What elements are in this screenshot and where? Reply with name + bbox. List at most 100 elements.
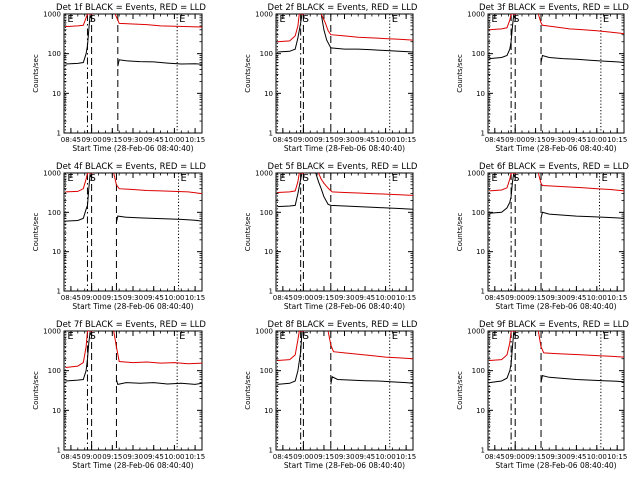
x-axis-label: Start Time (28-Feb-06 08:40:40)	[72, 302, 193, 311]
y-tick-label: 10	[52, 90, 61, 98]
y-tick-label: 100	[260, 367, 273, 375]
lld-series-line-before-gap	[489, 173, 517, 192]
x-tick-label: 08:45	[485, 136, 505, 144]
x-axis-label: Start Time (28-Feb-06 08:40:40)	[72, 461, 193, 470]
x-axis-label: Start Time (28-Feb-06 08:40:40)	[72, 144, 193, 153]
x-tick-label: 10:15	[396, 453, 416, 461]
y-axis-label: Counts/sec	[244, 213, 252, 252]
y-tick-label: 100	[48, 50, 61, 58]
time-marker-label: S	[89, 173, 95, 184]
y-tick-label: 100	[48, 209, 61, 217]
panel-title: Det 3f BLACK = Events, RED = LLD	[479, 3, 629, 13]
lld-series-line-after-gap	[114, 14, 202, 28]
x-tick-label: 09:15	[102, 136, 122, 144]
x-tick-label: 08:45	[485, 453, 505, 461]
y-axis-label: Counts/sec	[32, 213, 40, 252]
x-tick-label: 08:45	[273, 453, 293, 461]
x-tick-label: 09:30	[123, 294, 143, 302]
x-tick-label: 09:30	[334, 453, 354, 461]
events-series-line-after-gap	[117, 59, 202, 67]
time-marker-label: E	[181, 173, 187, 184]
x-tick-label: 09:30	[123, 136, 143, 144]
time-marker-label: E	[67, 331, 73, 342]
y-tick-label: 100	[260, 209, 273, 217]
x-tick-label: 09:15	[102, 294, 122, 302]
y-tick-label: 1	[57, 288, 61, 296]
lld-series-line-before-gap	[277, 14, 305, 43]
time-marker-label: E	[279, 331, 285, 342]
x-tick-label: 09:15	[526, 136, 546, 144]
x-tick-label: 10:15	[185, 136, 205, 144]
x-tick-label: 10:00	[376, 453, 396, 461]
time-marker-label: S	[89, 14, 95, 25]
x-tick-label: 10:15	[607, 294, 627, 302]
plot-frame	[487, 172, 625, 292]
y-axis-label: Counts/sec	[32, 371, 40, 410]
lld-series-line-after-gap	[113, 331, 202, 365]
x-tick-label: 08:45	[273, 294, 293, 302]
plot-frame	[63, 172, 203, 292]
panel-det-9: Det 9f BLACK = Events, RED = LLD 1 10 100 10…	[456, 320, 629, 470]
x-tick-label: 09:30	[334, 136, 354, 144]
x-tick-label: 09:00	[505, 453, 525, 461]
events-series-line-after-gap	[540, 374, 624, 383]
time-marker-label: S	[303, 331, 309, 342]
events-series-line-after-gap	[330, 376, 413, 385]
y-axis-label: Counts/sec	[244, 371, 252, 410]
y-tick-label: 1	[57, 447, 61, 455]
events-series-line-after-gap	[320, 14, 413, 53]
plot-frame	[275, 172, 414, 292]
x-tick-label: 09:45	[355, 136, 375, 144]
events-series-line-before-gap	[277, 331, 305, 385]
y-axis-label: Counts/sec	[456, 371, 464, 410]
x-tick-label: 08:45	[61, 294, 81, 302]
x-tick-label: 09:30	[546, 453, 566, 461]
y-tick-label: 10	[52, 248, 61, 256]
x-tick-label: 09:45	[355, 453, 375, 461]
x-tick-label: 08:45	[61, 453, 81, 461]
y-tick-label: 1000	[43, 11, 61, 19]
time-marker-label: E	[392, 173, 398, 184]
lld-series-line-after-gap	[320, 14, 413, 41]
y-tick-label: 1	[269, 130, 273, 138]
x-tick-label: 08:45	[273, 136, 293, 144]
y-tick-label: 100	[472, 367, 485, 375]
lld-series-line-after-gap	[537, 331, 624, 358]
x-tick-label: 09:30	[334, 294, 354, 302]
x-axis-label: Start Time (28-Feb-06 08:40:40)	[284, 144, 405, 153]
y-tick-label: 1000	[43, 170, 61, 178]
y-axis-label: Counts/sec	[456, 54, 464, 93]
y-tick-label: 1	[481, 130, 485, 138]
y-tick-label: 1	[481, 288, 485, 296]
events-series-line-after-gap	[115, 379, 202, 385]
panel-det-8: Det 8f BLACK = Events, RED = LLD 1 10 100 10…	[244, 320, 418, 470]
events-series-line-before-gap	[277, 173, 305, 208]
lld-series-line-before-gap	[489, 14, 517, 31]
y-tick-label: 1000	[255, 11, 273, 19]
lld-series-line-before-gap	[65, 14, 93, 28]
events-series-line-after-gap	[540, 54, 624, 63]
y-tick-label: 10	[476, 90, 485, 98]
time-marker-label: E	[491, 14, 497, 25]
x-tick-label: 09:00	[82, 136, 102, 144]
events-series-line-before-gap	[65, 331, 93, 382]
x-axis-label: Start Time (28-Feb-06 08:40:40)	[495, 144, 616, 153]
y-tick-label: 1	[269, 447, 273, 455]
x-axis-label: Start Time (28-Feb-06 08:40:40)	[284, 302, 405, 311]
x-tick-label: 10:00	[587, 136, 607, 144]
x-axis-label: Start Time (28-Feb-06 08:40:40)	[495, 302, 616, 311]
panel-det-2: Det 2f BLACK = Events, RED = LLD 1 10 100 10…	[244, 3, 418, 153]
time-marker-label: E	[603, 331, 609, 342]
time-marker-label: E	[491, 331, 497, 342]
y-tick-label: 1000	[467, 11, 485, 19]
panel-title: Det 8f BLACK = Events, RED = LLD	[268, 320, 418, 330]
events-series-line-after-gap	[315, 173, 413, 210]
y-tick-label: 1000	[467, 170, 485, 178]
time-marker-label: E	[179, 14, 185, 25]
panel-det-1: Det 1f BLACK = Events, RED = LLD 1 10 100 10…	[32, 3, 206, 153]
panel-title: Det 6f BLACK = Events, RED = LLD	[479, 162, 629, 172]
y-tick-label: 10	[476, 248, 485, 256]
events-series-line-before-gap	[489, 14, 517, 60]
y-tick-label: 100	[472, 209, 485, 217]
lld-series-line-before-gap	[277, 173, 305, 193]
